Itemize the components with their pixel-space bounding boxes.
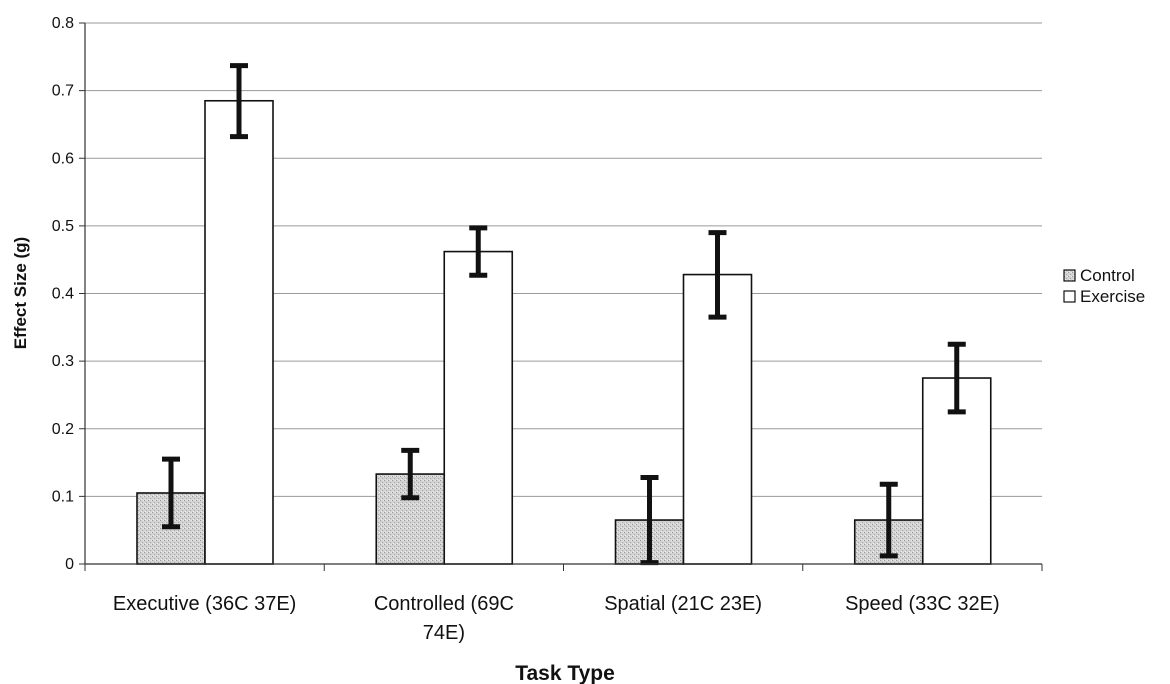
y-tick-label: 0.5	[52, 218, 74, 235]
bar-exercise	[443, 250, 514, 565]
legend-box	[1056, 260, 1170, 300]
bars	[136, 99, 992, 565]
legend-swatch-control	[1063, 269, 1076, 282]
y-tick-label: 0.2	[52, 421, 74, 438]
x-tick-label: Controlled (69C 74E)	[374, 593, 514, 644]
bar-exercise	[204, 99, 274, 565]
x-tick-labels: Executive (36C 37E) Controlled (69C 74E) Sp…	[113, 593, 1000, 644]
x-tick-label: Spatial (21C 23E)	[604, 593, 762, 615]
bar-exercise	[682, 273, 753, 565]
y-tick-label: 0.6	[52, 150, 74, 167]
y-axis-title: Effect Size (g)	[11, 237, 30, 349]
axes	[79, 22, 1043, 571]
legend-label-exercise: Exercise	[1080, 287, 1145, 306]
legend-label-control: Control	[1080, 266, 1135, 285]
error-bars	[162, 63, 966, 566]
y-tick-label: 0	[65, 556, 74, 573]
y-tick-label: 0.3	[52, 353, 74, 370]
y-tick-label: 0.7	[52, 83, 74, 100]
y-tick-labels: 0 0.1 0.2 0.3 0.4 0.5 0.6 0.7 0.8	[52, 15, 74, 573]
x-tick-label: Speed (33C 32E)	[845, 593, 1000, 615]
legend: Control Exercise	[1056, 260, 1170, 306]
x-axis-title: Task Type	[515, 662, 615, 684]
x-tick-label: Executive (36C 37E)	[113, 593, 296, 615]
y-tick-label: 0.4	[52, 286, 74, 303]
legend-swatch-exercise	[1063, 290, 1076, 303]
y-tick-label: 0.8	[52, 15, 74, 32]
y-tick-label: 0.1	[52, 488, 74, 505]
